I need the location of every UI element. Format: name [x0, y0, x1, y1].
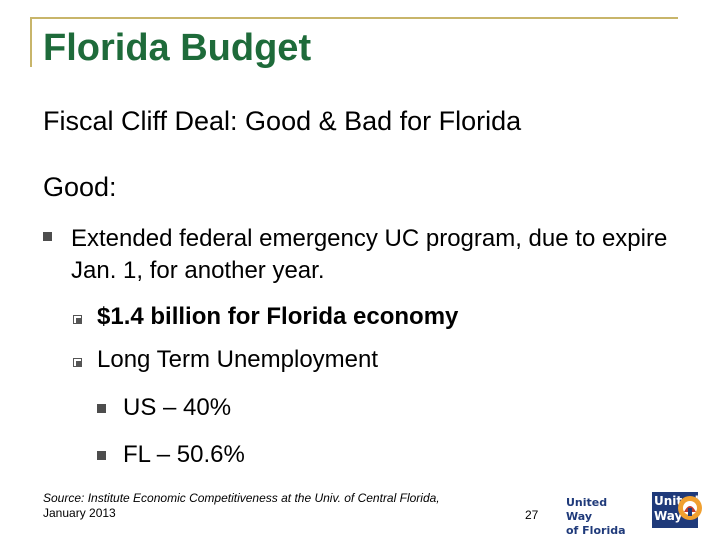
logo-line: of Florida [566, 524, 626, 537]
slide-title: Florida Budget [43, 27, 312, 69]
hollow-square-bullet-icon [73, 358, 82, 367]
united-way-logo-text: United Way of Florida [566, 496, 626, 538]
source-citation: Source: Institute Economic Competitivene… [43, 491, 543, 521]
square-bullet-icon [97, 404, 106, 413]
source-date: January 2013 [43, 506, 116, 520]
subpoint-item: Long Term Unemployment [97, 346, 379, 373]
badge-line: Way [654, 509, 683, 523]
subpoint-item: $1.4 billion for Florida economy [97, 303, 459, 330]
slide-number: 27 [525, 508, 539, 522]
slide-subtitle: Fiscal Cliff Deal: Good & Bad for Florid… [43, 106, 522, 136]
stat-item-us: US – 40% [123, 394, 232, 421]
stat-item-fl: FL – 50.6% [123, 441, 245, 468]
main-point: Extended federal emergency UC program, d… [71, 225, 668, 284]
frame-left-line [30, 17, 32, 67]
hollow-square-bullet-icon [73, 315, 82, 324]
square-bullet-icon [97, 451, 106, 460]
united-way-emblem-icon [678, 496, 702, 520]
section-heading: Good: [43, 172, 117, 202]
frame-top-line [30, 17, 678, 19]
source-line: Source: Institute Economic Competitivene… [43, 491, 440, 505]
square-bullet-icon [43, 232, 52, 241]
logo-line: United Way [566, 496, 608, 523]
